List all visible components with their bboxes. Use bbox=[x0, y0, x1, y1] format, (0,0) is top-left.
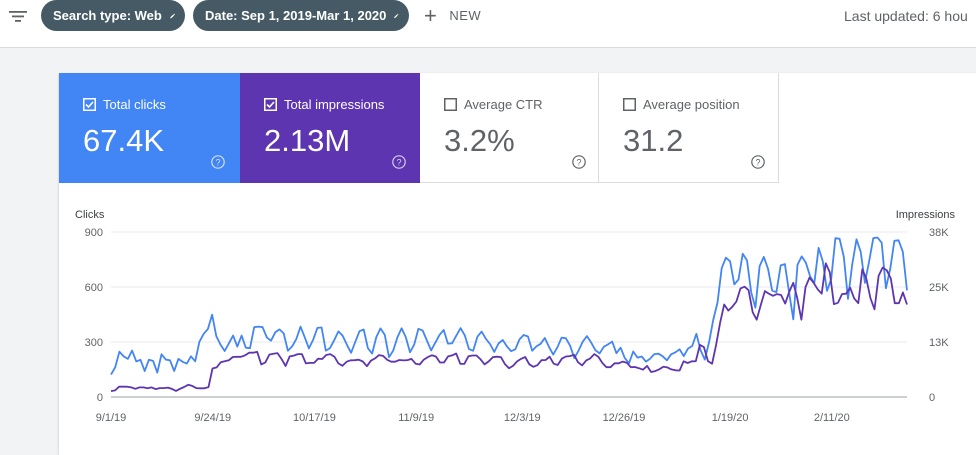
x-tick-label: 12/3/19 bbox=[504, 412, 541, 424]
search-type-chip[interactable]: Search type: Web bbox=[41, 0, 185, 31]
metric-average-position-label-row: Average position bbox=[623, 97, 740, 112]
metric-total-clicks[interactable]: Total clicks 67.4K ? bbox=[59, 73, 240, 183]
svg-text:?: ? bbox=[215, 157, 220, 167]
performance-card: Total clicks 67.4K ? Total impressions 2… bbox=[59, 73, 976, 455]
right-tick-label: 13K bbox=[929, 337, 949, 349]
svg-text:?: ? bbox=[396, 157, 401, 167]
left-axis-title: Clicks bbox=[75, 209, 105, 221]
last-updated-text: Last updated: 6 hou bbox=[844, 8, 968, 24]
svg-text:?: ? bbox=[755, 157, 760, 167]
x-tick-label: 10/17/19 bbox=[293, 412, 336, 424]
x-tick-label: 9/1/19 bbox=[96, 412, 127, 424]
right-tick-label: 0 bbox=[929, 392, 935, 404]
metric-value: 31.2 bbox=[623, 123, 684, 158]
pencil-icon bbox=[170, 13, 175, 18]
metric-value: 3.2% bbox=[444, 123, 515, 158]
metric-label: Average position bbox=[643, 97, 740, 112]
metric-label: Total clicks bbox=[103, 97, 166, 112]
right-axis-title: Impressions bbox=[896, 209, 956, 221]
date-range-chip[interactable]: Date: Sep 1, 2019-Mar 1, 2020 bbox=[193, 0, 409, 31]
x-tick-label: 12/26/19 bbox=[603, 412, 646, 424]
left-tick-label: 300 bbox=[85, 337, 103, 349]
metric-label: Total impressions bbox=[284, 97, 385, 112]
metric-average-ctr[interactable]: Average CTR 3.2% ? bbox=[420, 73, 599, 183]
checkbox-checked-icon[interactable] bbox=[83, 98, 96, 111]
left-tick-label: 900 bbox=[85, 227, 103, 239]
x-tick-label: 1/19/20 bbox=[712, 412, 749, 424]
checkbox-unchecked-icon[interactable] bbox=[444, 98, 457, 111]
clicks-series-line bbox=[110, 236, 908, 376]
metric-label: Average CTR bbox=[464, 97, 543, 112]
metric-average-ctr-label-row: Average CTR bbox=[444, 97, 543, 112]
metric-total-impressions[interactable]: Total impressions 2.13M ? bbox=[240, 73, 420, 183]
help-icon[interactable]: ? bbox=[572, 155, 586, 169]
metric-value: 2.13M bbox=[264, 123, 351, 158]
right-tick-label: 25K bbox=[929, 282, 949, 294]
new-filter-label: NEW bbox=[449, 8, 482, 23]
metric-total-clicks-label-row: Total clicks bbox=[83, 97, 166, 112]
search-type-chip-label: Search type: Web bbox=[53, 8, 162, 23]
x-tick-label: 11/9/19 bbox=[398, 412, 434, 424]
help-icon[interactable]: ? bbox=[211, 155, 225, 169]
x-tick-label: 2/11/20 bbox=[814, 412, 850, 424]
new-filter-button[interactable]: + NEW bbox=[424, 0, 481, 31]
left-tick-label: 600 bbox=[85, 282, 103, 294]
top-toolbar: Search type: Web Date: Sep 1, 2019-Mar 1… bbox=[0, 0, 976, 48]
plus-icon: + bbox=[424, 2, 438, 28]
left-tick-label: 0 bbox=[97, 392, 103, 404]
metric-average-position[interactable]: Average position 31.2 ? bbox=[599, 73, 779, 183]
x-tick-label: 9/24/19 bbox=[194, 412, 231, 424]
pencil-icon bbox=[394, 13, 399, 18]
impressions-series-line bbox=[110, 262, 908, 392]
svg-text:?: ? bbox=[576, 157, 581, 167]
metric-value: 67.4K bbox=[83, 123, 165, 158]
filter-list-icon[interactable] bbox=[8, 6, 28, 26]
right-tick-label: 38K bbox=[929, 227, 949, 239]
checkbox-checked-icon[interactable] bbox=[264, 98, 277, 111]
help-icon[interactable]: ? bbox=[392, 155, 406, 169]
date-range-chip-label: Date: Sep 1, 2019-Mar 1, 2020 bbox=[205, 8, 387, 23]
metric-total-impressions-label-row: Total impressions bbox=[264, 97, 384, 112]
checkbox-unchecked-icon[interactable] bbox=[623, 98, 636, 111]
performance-chart: Clicks Impressions 0 0 300 13K 600 25K 900 38K 9/1… bbox=[75, 209, 956, 424]
help-icon[interactable]: ? bbox=[751, 155, 765, 169]
